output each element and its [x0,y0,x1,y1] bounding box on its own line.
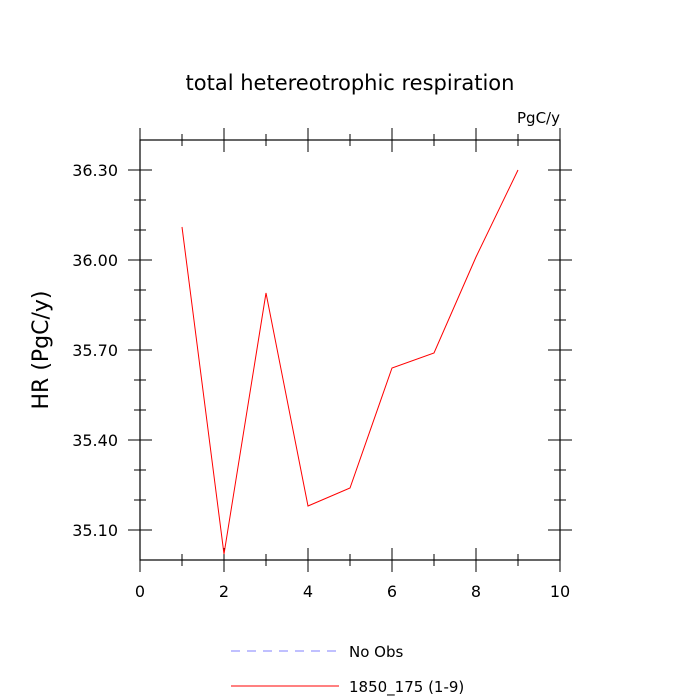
axis-ticks [128,128,572,572]
units-label: PgC/y [517,109,560,127]
y-tick-label: 36.00 [72,251,118,270]
y-tick-label: 35.10 [72,521,118,540]
legend-label: No Obs [349,643,403,661]
x-tick-label: 4 [303,582,313,601]
legend: No Obs 1850_175 (1-9) [231,643,464,697]
x-tick-label: 8 [471,582,481,601]
plot-frame [139,139,561,561]
x-tick-label: 2 [219,582,229,601]
x-tick-label: 0 [135,582,145,601]
y-tick-label: 35.40 [72,431,118,450]
series-lines [181,169,519,555]
axis-tick-labels: 0 2 4 6 8 10 35.10 35.40 35.70 36.00 36.30 [72,161,570,601]
chart-title: total hetereotrophic respiration [186,71,515,95]
y-tick-label: 35.70 [72,341,118,360]
series-line-1 [181,169,519,555]
y-tick-label: 36.30 [72,161,118,180]
legend-label: 1850_175 (1-9) [349,678,464,697]
y-axis-label: HR (PgC/y) [29,290,54,409]
x-tick-label: 10 [550,582,570,601]
x-tick-label: 6 [387,582,397,601]
